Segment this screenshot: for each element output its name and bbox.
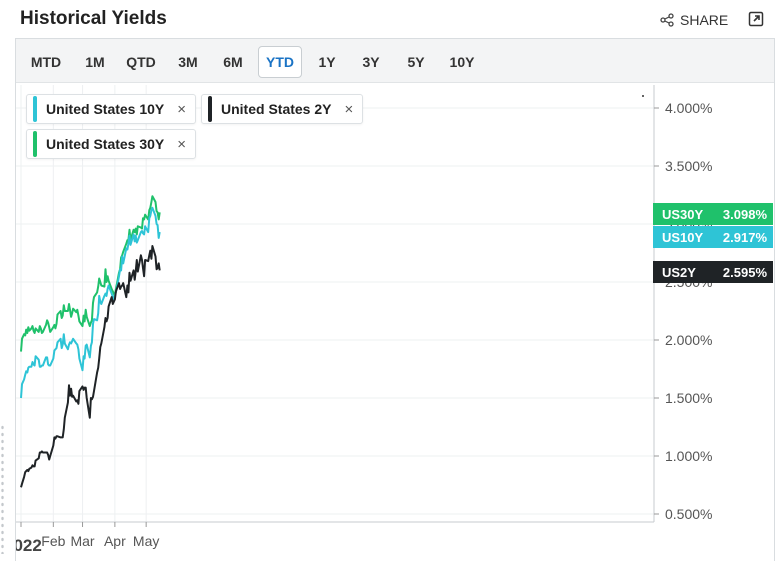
series-line[interactable] (20, 195, 161, 352)
tag-symbol: US2Y (662, 264, 696, 280)
legend-chip-united-states-2y[interactable]: United States 2Y × (201, 94, 364, 124)
tag-symbol: US30Y (662, 206, 704, 222)
legend-chip-united-states-30y[interactable]: United States 30Y × (26, 129, 197, 159)
last-value-tag-us10y: US10Y 2.917% (653, 226, 773, 248)
y-tick-label: 0.500% (665, 506, 712, 522)
tag-value: 2.595% (722, 264, 767, 280)
y-tick-label: 1.500% (665, 390, 712, 406)
plot-marker-dot (642, 95, 644, 97)
tag-value: 2.917% (722, 229, 767, 245)
x-tick-label: 2022 (16, 536, 42, 555)
last-value-tag-us2y: US2Y 2.595% (653, 261, 773, 283)
y-tick-label: 3.500% (665, 158, 712, 174)
tab-1y[interactable]: 1Y (318, 54, 336, 70)
legend-color-swatch (33, 131, 37, 157)
x-tick-label: Apr (104, 533, 126, 549)
widget-header: Historical Yields SHARE (0, 0, 781, 38)
timeframe-tabs: MTD 1M QTD 3M 6M YTD 1Y 3Y 5Y 10Y (16, 39, 774, 83)
x-tick-label: Feb (41, 533, 65, 549)
series-united-states-10y (20, 206, 161, 399)
legend-color-swatch (33, 96, 37, 122)
share-label: SHARE (680, 12, 729, 28)
y-tick-label: 2.000% (665, 332, 712, 348)
last-value-tag-us30y: US30Y 3.098% (653, 203, 773, 225)
tag-value: 3.098% (722, 206, 767, 222)
tab-6m[interactable]: 6M (223, 54, 243, 70)
legend-label: United States 10Y (46, 101, 165, 117)
x-tick-label: May (133, 533, 159, 549)
remove-series-icon[interactable]: × (344, 100, 354, 118)
tab-ytd[interactable]: YTD (258, 46, 302, 78)
share-button[interactable]: SHARE (660, 12, 728, 28)
tab-1m[interactable]: 1M (85, 54, 105, 70)
expand-icon[interactable] (748, 11, 764, 27)
y-tick-label: 4.000% (665, 100, 712, 116)
tab-3m[interactable]: 3M (178, 54, 198, 70)
share-icon (660, 13, 674, 27)
chart-card: MTD 1M QTD 3M 6M YTD 1Y 3Y 5Y 10Y 0.500% 1.000% 1.5… (15, 38, 775, 561)
series-line[interactable] (20, 206, 161, 399)
legend-chip-united-states-10y[interactable]: United States 10Y × (26, 94, 197, 124)
legend-color-swatch (208, 96, 212, 122)
legend-label: United States 30Y (46, 136, 165, 152)
widget-title: Historical Yields (20, 8, 167, 29)
tab-qtd[interactable]: QTD (126, 54, 156, 70)
remove-series-icon[interactable]: × (177, 135, 187, 153)
y-tick-label: 1.000% (665, 448, 712, 464)
series-united-states-2y (20, 245, 161, 488)
series-line[interactable] (20, 245, 161, 488)
tab-10y[interactable]: 10Y (449, 54, 475, 70)
remove-series-icon[interactable]: × (177, 100, 187, 118)
tag-symbol: US10Y (662, 229, 704, 245)
legend-label: United States 2Y (221, 101, 332, 117)
series-united-states-30y (20, 195, 161, 352)
tab-mtd[interactable]: MTD (30, 54, 62, 70)
tab-5y[interactable]: 5Y (407, 54, 425, 70)
tab-3y[interactable]: 3Y (362, 54, 380, 70)
x-tick-label: Mar (70, 533, 94, 549)
resize-handle-dots[interactable] (0, 424, 5, 554)
